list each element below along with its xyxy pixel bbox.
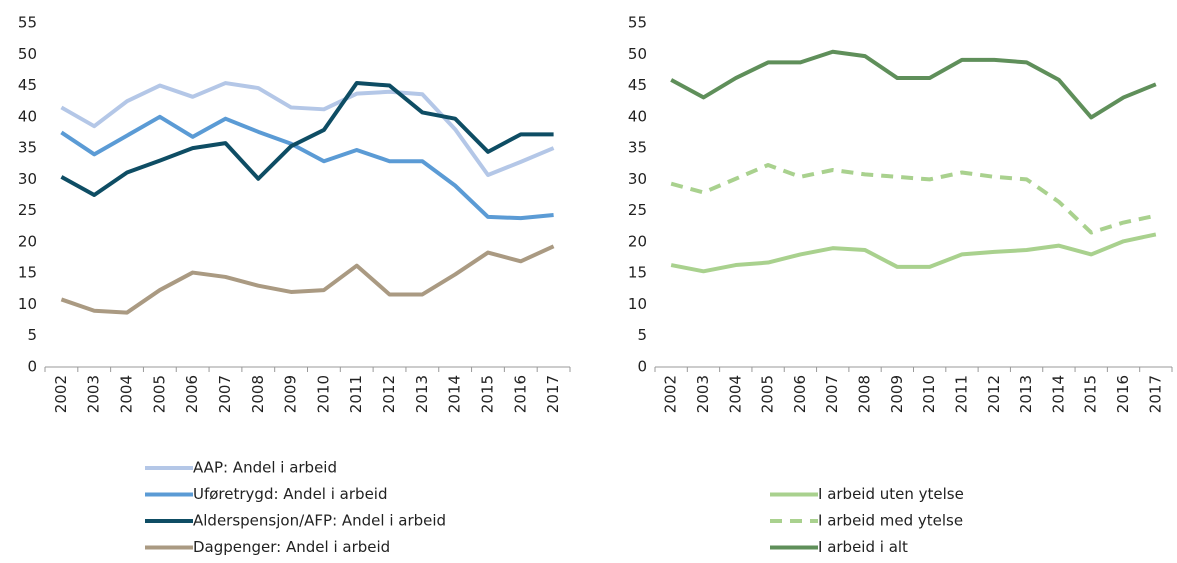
y-tick-label: 50 <box>628 45 647 63</box>
x-tick-label: 2013 <box>1017 375 1035 413</box>
x-tick-label: 2008 <box>249 375 267 413</box>
y-tick-label: 45 <box>18 76 37 94</box>
x-tick-label: 2009 <box>282 375 300 413</box>
y-tick-label: 5 <box>637 326 647 344</box>
series-line <box>60 244 555 315</box>
y-tick-label: 15 <box>18 264 37 282</box>
x-tick-label: 2014 <box>446 375 464 413</box>
series-line <box>670 232 1157 274</box>
y-tick-label: 35 <box>18 139 37 157</box>
y-tick-label: 10 <box>628 295 647 313</box>
y-tick-label: 10 <box>18 295 37 313</box>
legend-label: AAP: Andel i arbeid <box>193 459 337 477</box>
y-tick-label: 55 <box>18 14 37 32</box>
y-tick-label: 0 <box>27 358 37 376</box>
x-tick-label: 2002 <box>52 375 70 413</box>
x-tick-label: 2009 <box>888 375 906 413</box>
legend-label: I arbeid uten ytelse <box>818 485 964 503</box>
x-tick-label: 2016 <box>511 375 529 413</box>
x-tick-label: 2012 <box>380 375 398 413</box>
y-tick-label: 55 <box>628 14 647 32</box>
x-tick-label: 2015 <box>478 375 496 413</box>
series-line <box>670 162 1157 235</box>
y-tick-label: 15 <box>628 264 647 282</box>
y-tick-label: 25 <box>18 201 37 219</box>
y-tick-label: 20 <box>628 232 647 250</box>
y-tick-label: 30 <box>18 170 37 188</box>
series-line <box>670 49 1157 120</box>
x-tick-label: 2005 <box>150 375 168 413</box>
y-tick-label: 20 <box>18 232 37 250</box>
series-line <box>60 81 555 177</box>
x-tick-label: 2014 <box>1049 375 1067 413</box>
x-tick-label: 2012 <box>985 375 1003 413</box>
x-tick-label: 2017 <box>544 375 562 413</box>
y-tick-label: 45 <box>628 76 647 94</box>
x-tick-label: 2002 <box>662 375 680 413</box>
x-tick-label: 2010 <box>920 375 938 413</box>
series-line <box>60 114 554 221</box>
x-tick-label: 2006 <box>183 375 201 413</box>
series-line <box>60 81 554 197</box>
x-tick-label: 2003 <box>85 375 103 413</box>
x-tick-label: 2017 <box>1146 375 1164 413</box>
x-tick-label: 2006 <box>791 375 809 413</box>
x-tick-label: 2013 <box>413 375 431 413</box>
legend-label: Alderspensjon/AFP: Andel i arbeid <box>193 512 446 530</box>
x-tick-label: 2015 <box>1082 375 1100 413</box>
x-tick-label: 2007 <box>216 375 234 413</box>
x-tick-label: 2003 <box>694 375 712 413</box>
y-tick-label: 30 <box>628 170 647 188</box>
x-tick-label: 2010 <box>314 375 332 413</box>
y-tick-label: 40 <box>18 107 37 125</box>
x-tick-label: 2016 <box>1114 375 1132 413</box>
y-tick-label: 50 <box>18 45 37 63</box>
x-tick-label: 2008 <box>856 375 874 413</box>
y-tick-label: 40 <box>628 107 647 125</box>
legend-label: Dagpenger: Andel i arbeid <box>193 538 390 556</box>
x-tick-label: 2007 <box>823 375 841 413</box>
y-tick-label: 25 <box>628 201 647 219</box>
legend-label: I arbeid med ytelse <box>818 512 963 530</box>
y-tick-label: 5 <box>27 326 37 344</box>
legend-label: Uføretrygd: Andel i arbeid <box>193 485 387 503</box>
y-tick-label: 0 <box>637 358 647 376</box>
legend-label: I arbeid i alt <box>818 538 908 556</box>
y-tick-label: 35 <box>628 139 647 157</box>
x-tick-label: 2004 <box>726 375 744 413</box>
x-tick-label: 2004 <box>118 375 136 413</box>
x-tick-label: 2011 <box>952 375 970 413</box>
x-tick-label: 2005 <box>759 375 777 413</box>
x-tick-label: 2011 <box>347 375 365 413</box>
